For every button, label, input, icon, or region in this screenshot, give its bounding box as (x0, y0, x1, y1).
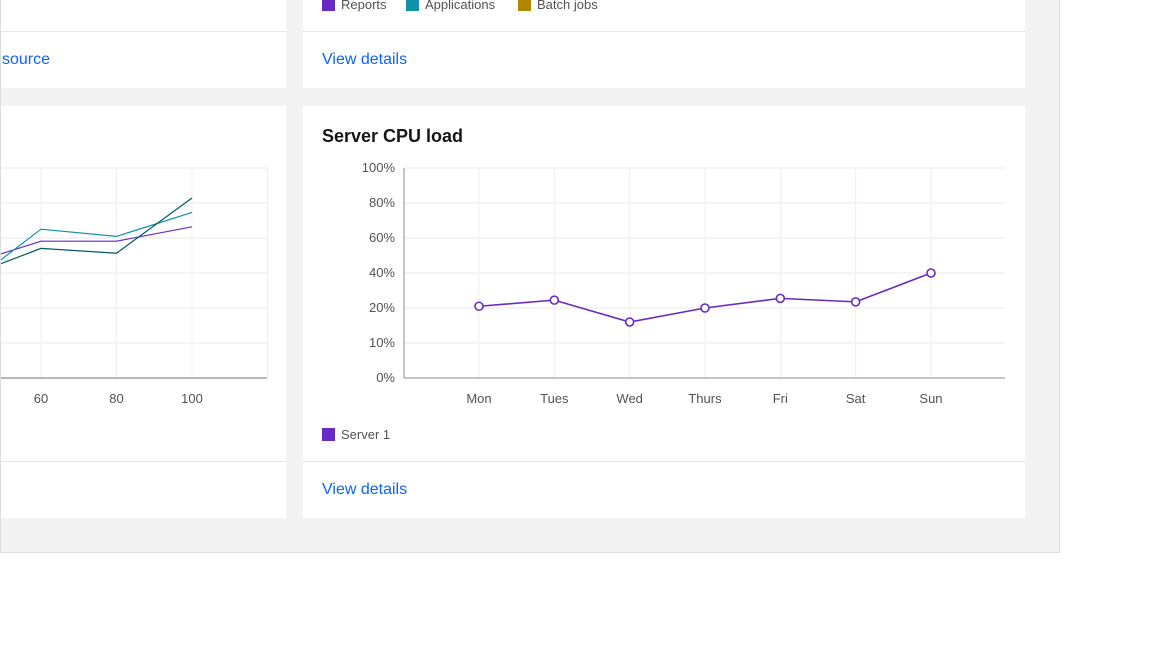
legend-item-batch-jobs[interactable]: Batch jobs (518, 0, 598, 12)
line-chart: 60 80 100 (1, 167, 268, 406)
y-tick-label: 40% (369, 265, 395, 280)
data-point[interactable] (624, 317, 635, 327)
x-tick-label: Sat (846, 391, 866, 406)
server-cpu-load-card: Server CPU load 0% 10% 20% 40% 60% 80% 100% Mo… (303, 106, 1025, 518)
chart-grid (404, 167, 1005, 379)
x-tick-label: 60 (34, 391, 48, 406)
x-tick-label: Sun (919, 391, 942, 406)
data-point[interactable] (775, 293, 786, 304)
legend-item-applications[interactable]: Applications (406, 0, 495, 12)
legend-label: Reports (341, 0, 387, 12)
legend-swatch (322, 428, 335, 441)
legend-label: Applications (425, 0, 496, 12)
y-tick-label: 100% (362, 160, 396, 175)
x-tick-label: Fri (773, 391, 788, 406)
card-footer: View details (303, 461, 1025, 518)
card-title: Server CPU load (322, 126, 464, 146)
series-line (1, 197, 193, 265)
cpu-load-chart: 0% 10% 20% 40% 60% 80% 100% Mon Tues Wed Thurs Fri… (362, 160, 1005, 406)
legend-label: Server 1 (341, 427, 391, 442)
top-right-card: Reports Applications Batch jobs View det… (303, 0, 1025, 88)
y-tick-label: 0% (376, 370, 395, 385)
view-details-link[interactable]: View details (322, 481, 408, 498)
legend-item-reports[interactable]: Reports (322, 0, 387, 12)
x-tick-label: Mon (466, 391, 491, 406)
y-tick-label: 10% (369, 335, 395, 350)
card-footer: View details (303, 31, 1025, 88)
x-tick-labels: Mon Tues Wed Thurs Fri Sat Sun (466, 391, 942, 406)
legend-swatch (322, 0, 335, 11)
y-tick-label: 80% (369, 195, 395, 210)
card-footer (1, 461, 286, 518)
data-point[interactable] (926, 268, 936, 278)
series-line (1, 211, 193, 261)
dashboard-canvas: source Reports Applications Batch jobs V… (0, 0, 1060, 553)
series-line (1, 226, 193, 255)
data-point[interactable] (474, 301, 484, 312)
data-point[interactable] (549, 295, 560, 305)
legend-label: Batch jobs (537, 0, 598, 12)
x-tick-label: 80 (109, 391, 123, 406)
view-details-link[interactable]: View details (322, 51, 408, 68)
x-tick-label: Tues (540, 391, 569, 406)
chart-series (474, 268, 936, 327)
data-point[interactable] (700, 303, 710, 313)
legend-swatch (518, 0, 531, 11)
x-tick-labels: 60 80 100 (34, 391, 203, 406)
x-tick-label: Wed (616, 391, 643, 406)
data-point[interactable] (850, 297, 861, 307)
y-tick-label: 20% (369, 300, 395, 315)
x-tick-label: Thurs (688, 391, 722, 406)
chart-grid (1, 167, 268, 378)
x-tick-label: 100 (181, 391, 203, 406)
card-footer: source (1, 31, 286, 88)
legend-swatch (406, 0, 419, 11)
legend-item-server-1[interactable]: Server 1 (322, 427, 390, 442)
view-resource-link[interactable]: source (2, 51, 51, 68)
y-tick-label: 60% (369, 230, 395, 245)
chart-series (1, 197, 193, 265)
bottom-left-card: 60 80 100 (1, 106, 286, 518)
top-left-card: source (1, 0, 286, 88)
y-tick-labels: 0% 10% 20% 40% 60% 80% 100% (362, 160, 396, 385)
